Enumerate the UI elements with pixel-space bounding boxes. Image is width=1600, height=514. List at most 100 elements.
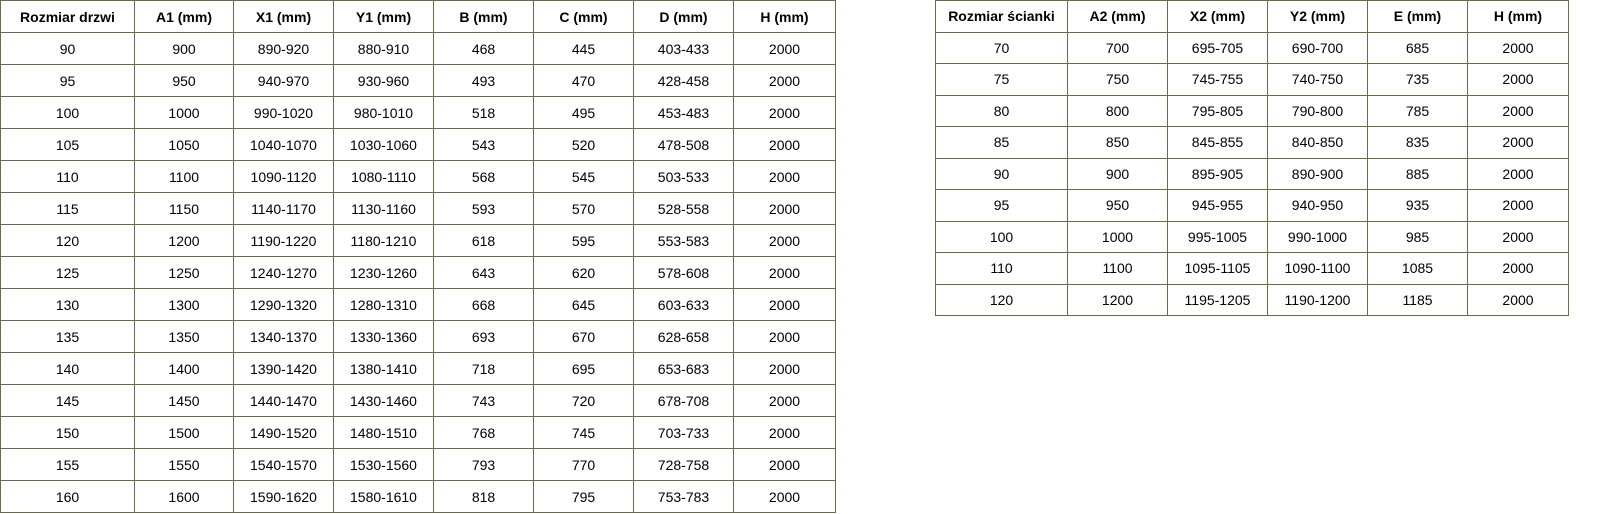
column-header: Y2 (mm) — [1267, 0, 1368, 33]
table-cell: 2000 — [733, 160, 836, 193]
table-cell: 2000 — [1467, 220, 1569, 253]
table-cell: 670 — [533, 320, 634, 353]
table-row: 125 1250 1240-1270 1230-1260 643 620 578-608 20… — [0, 256, 836, 289]
table-cell: 1540-1570 — [233, 448, 334, 481]
table-cell: 568 — [433, 160, 534, 193]
table-cell: 528-558 — [633, 192, 734, 225]
table-row: 110 1100 1090-1120 1080-1110 568 545 503-533 20… — [0, 160, 836, 193]
table-cell: 880-910 — [333, 32, 434, 65]
table-row: 70 700 695-705 690-700 685 2000 — [935, 31, 1569, 64]
table-cell: 1440-1470 — [233, 384, 334, 417]
table-cell: 145 — [0, 384, 135, 417]
table-cell: 818 — [433, 480, 534, 513]
table-cell: 130 — [0, 288, 135, 321]
table-cell: 495 — [533, 96, 634, 129]
table-cell: 1280-1310 — [333, 288, 434, 321]
table-row: 100 1000 995-1005 990-1000 985 2000 — [935, 220, 1569, 253]
table-cell: 1500 — [134, 416, 234, 449]
table-cell: 1290-1320 — [233, 288, 334, 321]
table-cell: 703-733 — [633, 416, 734, 449]
table-row: 100 1000 990-1020 980-1010 518 495 453-483 2000 — [0, 96, 836, 129]
table-cell: 553-583 — [633, 224, 734, 257]
table-cell: 2000 — [733, 256, 836, 289]
table-row: 160 1600 1590-1620 1580-1610 818 795 753-783 20… — [0, 480, 836, 513]
table-cell: 1530-1560 — [333, 448, 434, 481]
column-header: Y1 (mm) — [333, 0, 434, 33]
table-cell: 1200 — [134, 224, 234, 257]
table-cell: 685 — [1367, 31, 1468, 64]
table-cell: 493 — [433, 64, 534, 97]
table-cell: 2000 — [733, 32, 836, 65]
table-cell: 695-705 — [1167, 31, 1268, 64]
table-cell: 840-850 — [1267, 126, 1368, 159]
table-cell: 750 — [1067, 63, 1168, 96]
column-header: A2 (mm) — [1067, 0, 1168, 33]
table-cell: 2000 — [733, 320, 836, 353]
table-cell: 793 — [433, 448, 534, 481]
table-cell: 2000 — [733, 384, 836, 417]
table-cell: 720 — [533, 384, 634, 417]
column-header: X1 (mm) — [233, 0, 334, 33]
table-cell: 470 — [533, 64, 634, 97]
table-cell: 795-805 — [1167, 94, 1268, 127]
table-cell: 2000 — [733, 288, 836, 321]
table-cell: 800 — [1067, 94, 1168, 127]
table-cell: 900 — [134, 32, 234, 65]
table-cell: 1390-1420 — [233, 352, 334, 385]
table-row: 95 950 940-970 930-960 493 470 428-458 2000 — [0, 64, 836, 97]
table-cell: 135 — [0, 320, 135, 353]
table-row: 130 1300 1290-1320 1280-1310 668 645 603-633 20… — [0, 288, 836, 321]
table-cell: 1085 — [1367, 252, 1468, 285]
table-row: 145 1450 1440-1470 1430-1460 743 720 678-708 20… — [0, 384, 836, 417]
door-sizes-table: Rozmiar drzwi A1 (mm) X1 (mm) Y1 (mm) B (mm)… — [0, 0, 836, 513]
table-cell: 1230-1260 — [333, 256, 434, 289]
table-cell: 110 — [935, 252, 1068, 285]
table-cell: 1050 — [134, 128, 234, 161]
table-cell: 160 — [0, 480, 135, 513]
table-row: 75 750 745-755 740-750 735 2000 — [935, 63, 1569, 96]
table-cell: 645 — [533, 288, 634, 321]
column-header: H (mm) — [733, 0, 836, 33]
table-row: 80 800 795-805 790-800 785 2000 — [935, 94, 1569, 127]
table-cell: 2000 — [1467, 63, 1569, 96]
table-cell: 1550 — [134, 448, 234, 481]
column-header: Rozmiar drzwi — [0, 0, 135, 33]
table-cell: 90 — [935, 157, 1068, 190]
table-cell: 2000 — [1467, 126, 1569, 159]
table-cell: 518 — [433, 96, 534, 129]
table-cell: 890-920 — [233, 32, 334, 65]
table-cell: 120 — [0, 224, 135, 257]
table-cell: 110 — [0, 160, 135, 193]
column-header: Rozmiar ścianki — [935, 0, 1068, 33]
table-cell: 1140-1170 — [233, 192, 334, 225]
table-cell: 2000 — [733, 480, 836, 513]
table-cell: 1490-1520 — [233, 416, 334, 449]
column-header: C (mm) — [533, 0, 634, 33]
table-cell: 1400 — [134, 352, 234, 385]
table-cell: 1130-1160 — [333, 192, 434, 225]
table-cell: 2000 — [1467, 157, 1569, 190]
table-cell: 453-483 — [633, 96, 734, 129]
table-cell: 678-708 — [633, 384, 734, 417]
table-cell: 2000 — [733, 448, 836, 481]
table-cell: 1250 — [134, 256, 234, 289]
table-cell: 985 — [1367, 220, 1468, 253]
table-cell: 120 — [935, 283, 1068, 316]
table-row: 120 1200 1195-1205 1190-1200 1185 2000 — [935, 283, 1569, 316]
table-cell: 995-1005 — [1167, 220, 1268, 253]
table-cell: 105 — [0, 128, 135, 161]
table-cell: 543 — [433, 128, 534, 161]
table-cell: 603-633 — [633, 288, 734, 321]
table-cell: 545 — [533, 160, 634, 193]
table-cell: 155 — [0, 448, 135, 481]
header-row: Rozmiar drzwi A1 (mm) X1 (mm) Y1 (mm) B (mm)… — [0, 0, 836, 33]
table-cell: 2000 — [1467, 94, 1569, 127]
column-header: D (mm) — [633, 0, 734, 33]
table-cell: 950 — [1067, 189, 1168, 222]
table-cell: 100 — [0, 96, 135, 129]
table-cell: 745 — [533, 416, 634, 449]
table-cell: 1580-1610 — [333, 480, 434, 513]
table-cell: 735 — [1367, 63, 1468, 96]
wall-sizes-table: Rozmiar ścianki A2 (mm) X2 (mm) Y2 (mm) E (m… — [935, 0, 1569, 316]
table-row: 115 1150 1140-1170 1130-1160 593 570 528-558 20… — [0, 192, 836, 225]
